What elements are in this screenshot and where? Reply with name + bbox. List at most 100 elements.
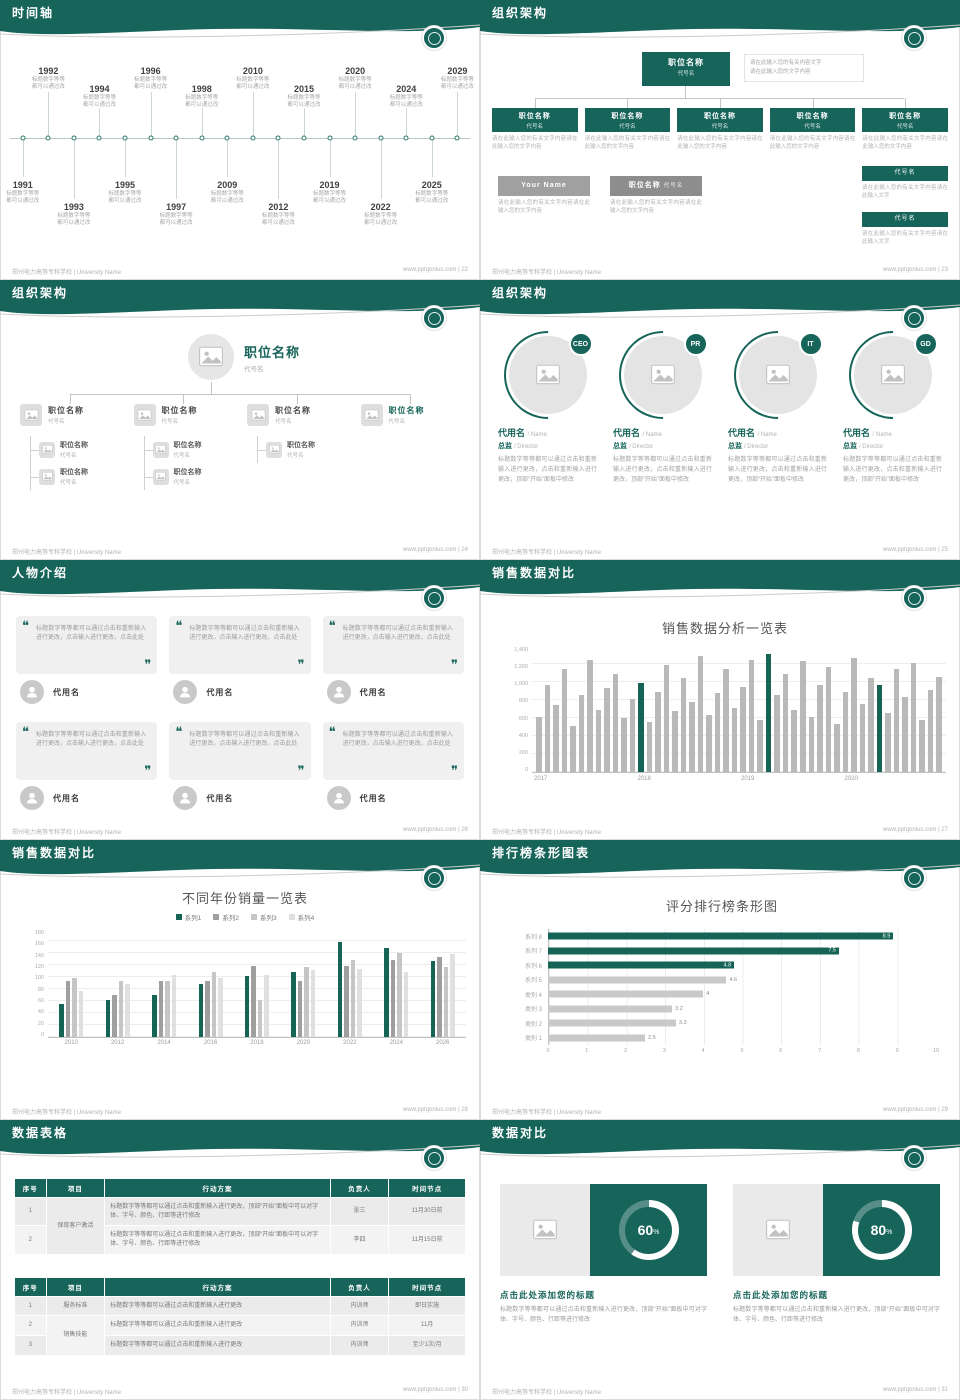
column-header: 行动方案 — [104, 1276, 331, 1297]
bar-group — [234, 930, 280, 1037]
column-bar — [655, 691, 661, 772]
grouped-bar-chart: 不同年份销量一览表 系列1 系列2 系列3 系列4 180 160 140 120 100 80… — [24, 888, 466, 1046]
value-label: 7.5 — [828, 947, 836, 954]
x-tick-label: 2 — [624, 1048, 628, 1054]
school-logo-badge — [422, 26, 446, 50]
grouped-bar — [297, 980, 303, 1037]
footer-site-page: www.pptgonius.com | 23 — [883, 267, 948, 273]
bar-group — [373, 930, 419, 1037]
header-swoosh — [480, 862, 960, 878]
column-header: 行动方案 — [104, 1178, 331, 1198]
avatar — [173, 680, 198, 704]
column-bar — [578, 695, 585, 772]
slide-data-tables[interactable]: 数据表格 序号 项目 行动方案 负责人 时间节点 1 保育客户激活 标题数字等等… — [0, 1120, 480, 1400]
org-root-avatar — [188, 334, 234, 380]
timeline-connector — [176, 139, 178, 199]
slide-data-compare[interactable]: 数据对比 60 % — [480, 1120, 960, 1400]
column-bar — [561, 669, 568, 772]
image-placeholder — [20, 404, 42, 426]
person-icon — [177, 684, 193, 700]
category-label: 类别 4 — [524, 992, 542, 999]
quote-card: ❝ 标题数字等等都可以通过点击和重新输入进行更改，点击输入进行更改，点击此处 ❞… — [169, 722, 311, 810]
grouped-ylabels: 180 160 140 120 100 80 60 40 20 0 — [24, 930, 48, 1038]
slide-footer: 郑州电力高等专科学校 | University Name www.pptgoni… — [492, 1107, 948, 1116]
hbar-track: 7.5 — [548, 944, 936, 959]
timeline-item: 2029 标题数字等等都可以通过改 — [441, 42, 474, 232]
column-bar — [808, 716, 815, 772]
action-table-2: 序号 项目 行动方案 负责人 时间节点 1 服务标准 标题数字等等都可以通过点击… — [14, 1276, 466, 1356]
position-title: 职位名称 — [287, 442, 315, 449]
column-bar — [910, 663, 917, 772]
quote-text: 标题数字等等都可以通过点击和重新输入进行更改，点击输入进行更改，点击此处 — [342, 626, 453, 642]
slide-org-persons[interactable]: 组织架构 CEO 代用名 / Name 总监 / Director 标题数字等等… — [480, 280, 960, 560]
timeline-entry: 2024 标题数字等等都可以通过改 — [388, 84, 424, 108]
timeline-dot — [327, 135, 333, 141]
person-icon — [177, 790, 193, 806]
connector-line — [297, 394, 298, 404]
compare-card: 60 % 点击此处添加您的标题 标题数字等等都可以通过点击和重新输入进行更改，顶… — [500, 1184, 707, 1325]
timeline-item: 1991 标题数字等等都可以通过改 — [6, 42, 39, 232]
slide-org-tree[interactable]: 组织架构 职位名称 代号名 职位名称 — [0, 280, 480, 560]
timeline-dot — [122, 135, 128, 141]
connector-line — [70, 394, 410, 395]
slide-org-boxes[interactable]: 组织架构 职位名称 代号名 请在此输入您的有关内容文字 请在此输入您的文字内容 — [480, 0, 960, 280]
column-bar — [842, 691, 849, 772]
school-logo-badge — [422, 866, 446, 890]
quote-text: 标题数字等等都可以通过点击和重新输入进行更改，点击输入进行更改，点击此处 — [189, 626, 300, 642]
position-title: 职位名称 — [628, 182, 661, 189]
close-quote-icon: ❞ — [144, 763, 152, 778]
legend-item: 系列3 — [251, 912, 277, 922]
person-role: 总监 — [498, 443, 512, 450]
quote-card: ❝ 标题数字等等都可以通过点击和重新输入进行更改，点击输入进行更改，点击此处 ❞… — [16, 616, 158, 704]
compare-cards: 60 % 点击此处添加您的标题 标题数字等等都可以通过点击和重新输入进行更改，顶… — [500, 1184, 940, 1325]
y-tick-label: 400 — [518, 732, 528, 739]
timeline-connector — [303, 108, 305, 138]
grouped-bar — [304, 966, 309, 1037]
image-placeholder — [360, 404, 383, 426]
slide-sales-columns[interactable]: 销售数据对比 销售数据分析一览表 1,400 1,200 1,000 800 600 40… — [480, 560, 960, 840]
y-tick-label: 1,400 — [514, 647, 528, 653]
timeline-caption: 标题数字等等都可以通过改 — [287, 95, 321, 108]
slide-people-intro[interactable]: 人物介绍 ❝ 标题数字等等都可以通过点击和重新输入进行更改，点击输入进行更改，点… — [0, 560, 480, 840]
grouped-bar — [171, 974, 177, 1037]
slide-footer: 郑州电力高等专科学校 | University Name www.pptgoni… — [492, 1387, 948, 1396]
person-name: 代用名 — [359, 687, 387, 697]
timeline-caption: 标题数字等等都可以通过改 — [389, 95, 423, 108]
grouped-bar — [384, 947, 389, 1037]
y-tick-label: 20 — [37, 1020, 44, 1027]
timeline-item: 2015 标题数字等等都可以通过改 — [287, 42, 320, 232]
image-placeholder — [133, 404, 156, 426]
bar-group — [94, 930, 140, 1037]
org-side-node: 代号名 请在此输入您的有关文字内容请在此输入文字 — [862, 212, 948, 247]
slide-ranking-bars[interactable]: 排行榜条形图表 评分排行榜条形图 系列 8 8.9 系列 7 7.5 系列 6 4.8 系列… — [480, 840, 960, 1120]
header-swoosh — [0, 22, 480, 38]
position-title: 职位名称 — [161, 406, 198, 415]
hbar-fill — [548, 1005, 673, 1013]
image-placeholder — [733, 1184, 823, 1276]
position-code: 代号名 — [173, 480, 191, 486]
legend-swatch — [288, 914, 295, 920]
timeline-dot — [71, 135, 77, 141]
chart-title: 销售数据分析一览表 — [661, 621, 788, 636]
position-code: 代号名 — [275, 419, 292, 425]
column-bar — [868, 678, 874, 772]
org-node-note: 请在此输入您的有关文字内容请在此输入您的文字内容 — [584, 136, 671, 151]
person-role: 总监 — [728, 443, 742, 450]
position-code: 代号名 — [388, 419, 406, 425]
footer-site-page: www.pptgonius.com | 28 — [403, 1107, 468, 1113]
slide-sales-grouped[interactable]: 销售数据对比 不同年份销量一览表 系列1 系列2 系列3 系列4 180 160 140 1… — [0, 840, 480, 1120]
y-tick-label: 800 — [518, 698, 528, 705]
legend-label: 系列3 — [260, 915, 277, 922]
role-badge: IT — [798, 332, 823, 356]
close-quote-icon: ❞ — [450, 763, 458, 778]
page-number: 29 — [941, 1107, 948, 1113]
slide-title: 数据表格 — [12, 1126, 69, 1140]
org-node-note: 请在此输入您的有关文字内容请在此输入您的文字内容 — [492, 136, 578, 151]
position-title: 职位名称 — [889, 113, 922, 120]
footer-site-page: www.pptgonius.com | 26 — [403, 827, 468, 833]
grouped-bar — [72, 977, 77, 1037]
slide-timeline[interactable]: 时间轴 1991 标题数字等等都可以通过改 — [0, 0, 480, 280]
timeline-connector — [125, 139, 127, 177]
timeline-item: 1998 标题数字等等都可以通过改 — [185, 42, 218, 232]
page-number: 26 — [461, 827, 468, 833]
